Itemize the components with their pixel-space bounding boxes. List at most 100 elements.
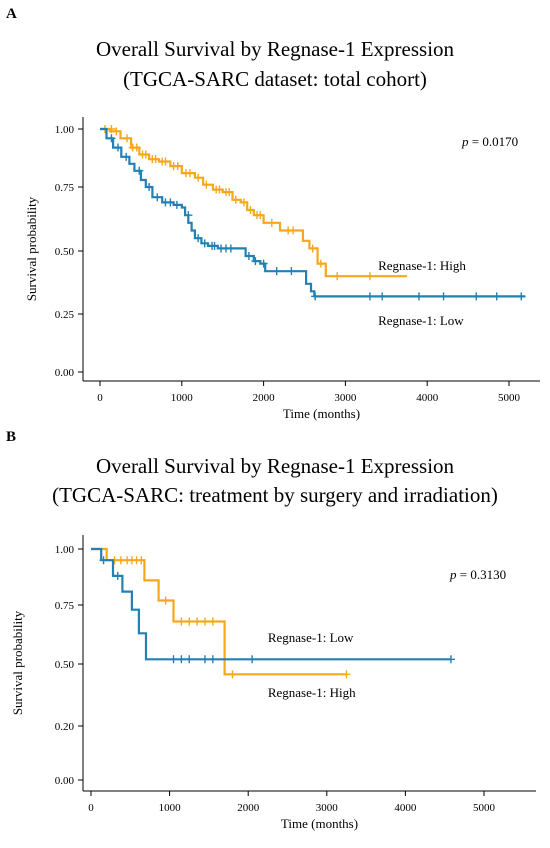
y-axis-label: Survival probability xyxy=(10,610,25,715)
censor-mark xyxy=(231,195,240,204)
censor-mark xyxy=(151,155,160,164)
censor-mark xyxy=(415,292,424,301)
censor-mark xyxy=(185,169,194,178)
censor-mark xyxy=(248,655,257,664)
x-tick-label: 3000 xyxy=(316,802,339,814)
censor-mark xyxy=(132,143,141,152)
y-tick-label: 0.20 xyxy=(55,721,75,733)
chart-title: Overall Survival by Regnase-1 Expression xyxy=(95,454,455,478)
y-tick-label: 0.00 xyxy=(55,367,75,379)
p-symbol: p xyxy=(449,567,457,582)
censor-mark xyxy=(517,292,526,301)
censor-mark xyxy=(226,244,235,253)
y-tick-label: 0.75 xyxy=(55,600,75,612)
censor-mark xyxy=(215,185,224,194)
panel-letter: A xyxy=(6,6,17,22)
panel-b: B Overall Survival by Regnase-1 Expressi… xyxy=(0,425,550,848)
censor-mark xyxy=(166,198,175,207)
chart-subtitle: (TGCA-SARC dataset: total cohort) xyxy=(123,67,427,91)
censor-mark xyxy=(472,292,481,301)
censor-mark xyxy=(208,655,217,664)
p-value: = 0.3130 xyxy=(457,567,507,582)
censor-mark xyxy=(267,218,276,227)
p-value-annotation: p = 0.3130 xyxy=(449,567,506,582)
censor-mark xyxy=(112,127,121,136)
censor-mark xyxy=(177,617,186,626)
p-value: = 0.0170 xyxy=(469,134,519,149)
censor-mark xyxy=(246,206,255,215)
panel-letter: B xyxy=(6,429,17,445)
series-label: Regnase-1: High xyxy=(378,258,466,273)
x-tick-label: 5000 xyxy=(473,802,496,814)
censor-mark xyxy=(161,596,170,605)
censor-mark xyxy=(177,655,186,664)
censor-mark xyxy=(137,556,146,565)
x-tick-label: 3000 xyxy=(334,392,357,404)
censor-mark xyxy=(287,267,296,276)
y-tick-label: 0.50 xyxy=(55,246,75,258)
p-symbol: p xyxy=(461,134,469,149)
censor-mark xyxy=(439,292,448,301)
censor-mark xyxy=(316,259,325,268)
x-axis-label: Time (months) xyxy=(283,406,360,421)
censor-mark xyxy=(365,292,374,301)
censor-mark xyxy=(184,211,193,220)
censor-mark xyxy=(378,292,387,301)
censor-mark xyxy=(185,655,194,664)
censor-mark xyxy=(342,670,351,679)
panel-a: A Overall Survival by Regnase-1 Expressi… xyxy=(6,6,540,421)
censor-mark xyxy=(161,157,170,166)
censor-mark xyxy=(169,655,178,664)
censor-mark xyxy=(135,166,144,175)
censor-mark xyxy=(172,200,181,209)
censor-mark xyxy=(244,252,253,261)
censor-mark xyxy=(173,162,182,171)
censor-mark xyxy=(251,257,260,266)
x-tick-label: 2000 xyxy=(237,802,260,814)
y-axis-label: Survival probability xyxy=(24,196,39,301)
censor-mark xyxy=(141,150,150,159)
y-tick-label: 0.00 xyxy=(55,775,75,787)
series-label: Regnase-1: Low xyxy=(378,313,464,328)
censor-mark xyxy=(228,670,237,679)
censor-mark xyxy=(308,244,317,253)
survival-curve xyxy=(100,127,526,298)
y-tick-label: 0.25 xyxy=(55,309,75,321)
censor-mark xyxy=(145,183,154,191)
x-tick-label: 2000 xyxy=(253,392,276,404)
series-label: Regnase-1: Low xyxy=(268,630,354,645)
censor-mark xyxy=(113,571,122,580)
censor-mark xyxy=(210,241,219,250)
y-tick-label: 0.50 xyxy=(55,659,75,671)
censor-mark xyxy=(200,617,209,626)
censor-mark xyxy=(202,180,211,189)
censor-mark xyxy=(333,272,342,281)
censor-mark xyxy=(200,655,209,664)
censor-mark xyxy=(365,272,374,281)
censor-mark xyxy=(193,617,202,626)
y-tick-label: 0.75 xyxy=(55,182,75,194)
censor-mark xyxy=(194,173,203,182)
censor-mark xyxy=(492,292,501,301)
x-tick-label: 1000 xyxy=(171,392,194,404)
censor-mark xyxy=(256,211,265,220)
censor-mark xyxy=(194,234,203,243)
x-tick-label: 4000 xyxy=(416,392,439,404)
survival-curve xyxy=(91,547,347,676)
chart-title: Overall Survival by Regnase-1 Expression xyxy=(95,37,455,61)
x-axis-label: Time (months) xyxy=(281,816,358,831)
censor-mark xyxy=(208,617,217,626)
censor-mark xyxy=(311,292,320,301)
censor-mark xyxy=(225,188,234,197)
censor-mark xyxy=(113,143,122,152)
x-tick-label: 4000 xyxy=(394,802,417,814)
censor-mark xyxy=(107,125,116,133)
censor-mark xyxy=(272,267,281,276)
p-value-annotation: p = 0.0170 xyxy=(461,134,518,149)
censor-mark xyxy=(446,655,455,664)
x-tick-label: 0 xyxy=(97,392,103,404)
survival-plot: 0.00 0.25 0.50 0.75 1.00 0 1000 2000 3000 4000 500… xyxy=(24,117,540,421)
x-tick-label: 1000 xyxy=(159,802,182,814)
censor-mark xyxy=(259,259,268,268)
survival-plot: 0.00 0.20 0.50 0.75 1.00 0 1000 2000 3000 4000 500… xyxy=(10,535,536,831)
